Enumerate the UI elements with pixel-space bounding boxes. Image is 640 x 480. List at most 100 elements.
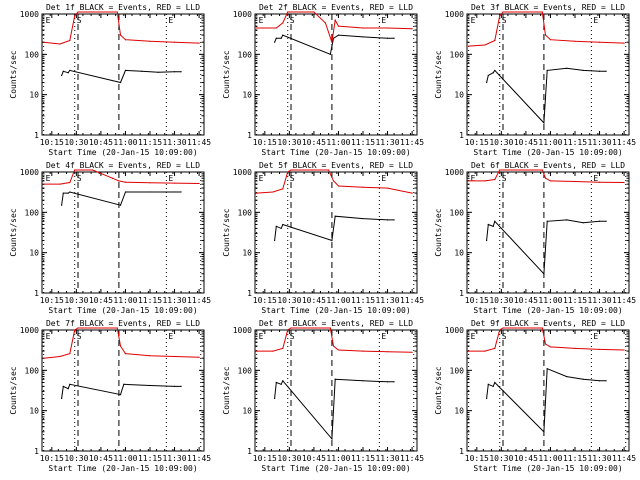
marker-label: S [290, 16, 295, 25]
chart-panel-4: Det 4f BLACK = Events, RED = LLD 1 10 100 10… [9, 161, 211, 315]
data-point [287, 11, 289, 13]
y-tick-label: 1000 [233, 168, 252, 177]
data-point [546, 69, 548, 71]
data-point [598, 181, 601, 183]
data-point [332, 345, 335, 347]
x-tick-label: 11:30 [587, 138, 611, 147]
marker-label: S [77, 174, 82, 183]
x-tick-label: 10:15 [465, 454, 489, 463]
data-point [149, 384, 151, 387]
x-tick-label: 11:15 [563, 138, 587, 147]
x-tick-label: 11:15 [138, 454, 162, 463]
marker-label: S [502, 332, 507, 341]
data-point [598, 220, 601, 222]
y-axis-label: Counts/sec [222, 208, 231, 256]
y-tick-label: 10 [29, 407, 39, 416]
data-point [74, 169, 76, 171]
data-point [494, 381, 496, 384]
x-tick-label: 11:15 [563, 454, 587, 463]
marker-label: S [502, 16, 507, 25]
data-point [272, 191, 274, 193]
data-point [282, 188, 284, 190]
y-tick-label: 10 [242, 249, 252, 258]
data-point [362, 186, 364, 188]
data-point [69, 181, 71, 184]
data-point [484, 350, 486, 352]
data-point [487, 383, 489, 385]
data-point [362, 217, 364, 220]
series-events [274, 34, 395, 55]
y-tick-label: 100 [450, 366, 465, 375]
x-tick-label: 10:30 [489, 296, 513, 305]
data-point [123, 383, 125, 385]
series-events [61, 69, 182, 84]
x-tick-label: 11:30 [375, 296, 399, 305]
data-point [543, 273, 545, 275]
data-point [111, 177, 113, 179]
x-tick-label: 10:30 [64, 296, 88, 305]
data-point [329, 53, 331, 55]
data-point [328, 169, 330, 171]
series-lld [256, 169, 413, 194]
y-tick-label: 100 [450, 208, 465, 217]
marker-label: E [381, 16, 386, 25]
data-point [119, 394, 122, 396]
chart-title: Det 2f BLACK = Events, RED = LLD [259, 3, 413, 12]
x-tick-label: 10:45 [514, 296, 538, 305]
data-point [362, 36, 364, 38]
plot-frame [466, 13, 630, 136]
chart-title: Det 5f BLACK = Events, RED = LLD [259, 161, 413, 170]
data-point [149, 355, 151, 357]
x-axis-label: Start Time (20-Jan-15 10:09:00) [473, 306, 622, 315]
data-point [492, 72, 494, 74]
data-point [499, 169, 501, 171]
x-tick-label: 10:15 [465, 296, 489, 305]
y-tick-label: 100 [25, 208, 40, 217]
x-tick-label: 11:15 [351, 138, 375, 147]
x-tick-label: 11:00 [113, 454, 137, 463]
y-axis: 1 10 100 1000 Counts/sec [9, 326, 204, 456]
data-point [275, 381, 277, 384]
marker-label: E [46, 16, 51, 25]
y-tick-label: 1000 [233, 326, 252, 335]
y-axis-label: Counts/sec [434, 50, 443, 98]
series-line-events [486, 367, 607, 433]
data-point [282, 223, 284, 226]
data-point [313, 11, 315, 13]
y-tick-label: 1000 [445, 326, 464, 335]
data-point [332, 180, 335, 182]
marker-label: E [168, 174, 173, 183]
chart-title: Det 7f BLACK = Events, RED = LLD [46, 319, 200, 328]
data-point [69, 69, 71, 71]
marker-label: S [502, 174, 507, 183]
x-tick-label: 11:00 [113, 138, 137, 147]
data-point [198, 182, 200, 185]
marker-label: E [46, 174, 51, 183]
marker-label: E [168, 16, 173, 25]
data-point [541, 11, 543, 13]
data-point [487, 223, 489, 226]
plot-frame [466, 171, 630, 294]
data-point [157, 71, 159, 73]
y-tick-label: 1000 [445, 168, 464, 177]
data-point [173, 355, 176, 358]
data-point [574, 40, 576, 42]
data-point [484, 180, 486, 182]
data-point [280, 37, 282, 39]
y-axis: 1 10 100 1000 Counts/sec [222, 10, 417, 140]
series-line-events [274, 378, 395, 441]
data-point [198, 42, 200, 44]
x-tick-label: 10:45 [302, 454, 326, 463]
x-tick-label: 10:30 [64, 138, 88, 147]
marker-label: S [290, 332, 295, 341]
plot-frame [254, 329, 418, 452]
data-point [582, 222, 584, 224]
data-point [331, 41, 333, 43]
x-tick-label: 11:00 [113, 296, 137, 305]
y-tick-label: 10 [242, 91, 252, 100]
chart-panel-7: Det 7f BLACK = Events, RED = LLD11010010… [9, 319, 211, 473]
y-axis: 1 10 100 1000 Counts/sec [434, 168, 629, 298]
marker-label: E [168, 332, 173, 341]
